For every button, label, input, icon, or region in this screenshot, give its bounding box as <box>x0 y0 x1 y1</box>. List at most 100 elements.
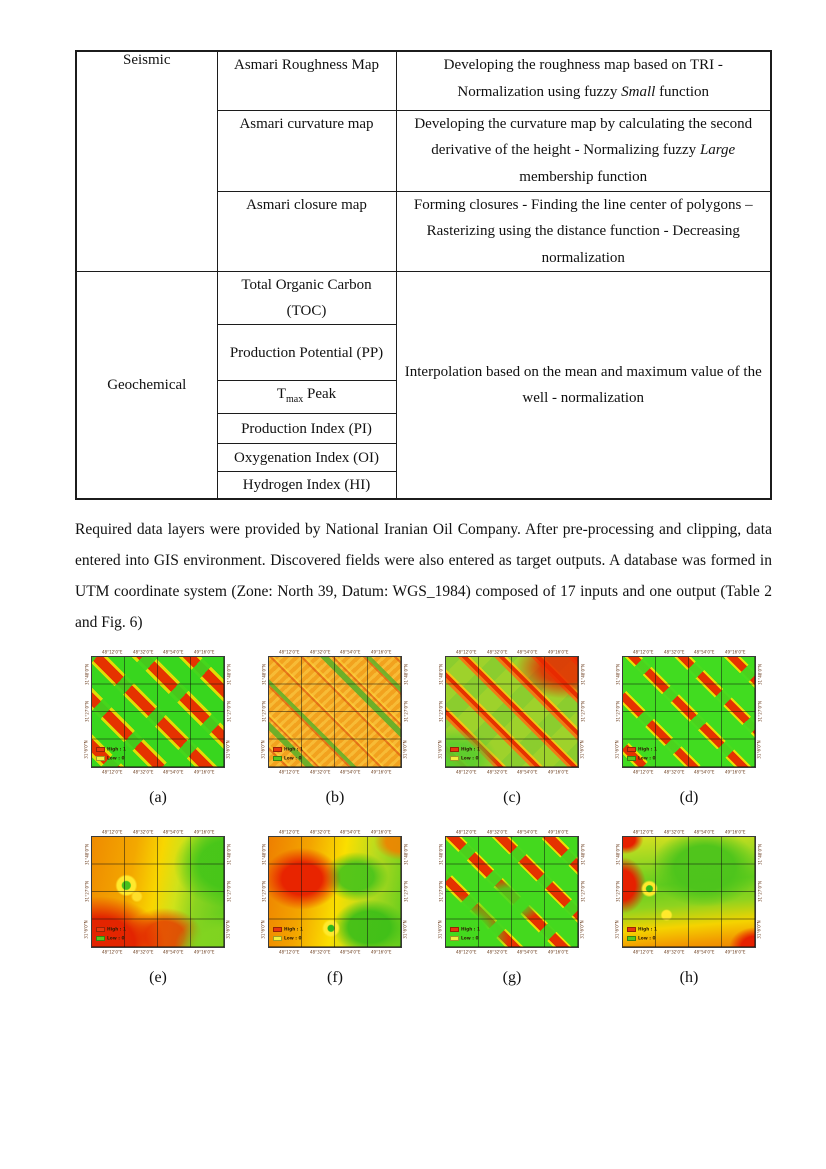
map-cell-d: 48°12'0"E 48°32'0"E 48°54'0"E 49°16'0"E High… <box>614 648 764 807</box>
map-caption-f: (f) <box>327 969 343 986</box>
x-tick-label: 48°54'0"E <box>516 949 538 955</box>
map-cell-h: 48°12'0"E 48°32'0"E 48°54'0"E 49°16'0"E High… <box>614 828 764 987</box>
map-caption-d: (d) <box>679 789 699 806</box>
legend-item: High : 1 <box>96 926 133 933</box>
map-plot-wrap: High : 1 Low : 0 31°48'0"N 31°27'0"N 31°6'0"… <box>437 656 587 768</box>
y-axis-ticks-right: 31°48'0"N 31°27'0"N 31°6'0"N <box>402 836 410 948</box>
y-tick-label: 31°48'0"N <box>226 664 232 686</box>
y-axis-ticks-right: 31°48'0"N 31°27'0"N 31°6'0"N <box>756 656 764 768</box>
y-tick-label: 31°6'0"N <box>757 920 763 939</box>
x-tick-label: 48°32'0"E <box>309 949 331 955</box>
figure-row: 48°12'0"E 48°32'0"E 48°54'0"E 49°16'0"E High… <box>75 828 772 987</box>
map-raster-c: High : 1 Low : 0 <box>445 656 579 768</box>
x-tick-label: 48°12'0"E <box>101 649 123 655</box>
cell-text: Interpolation based on the mean and maxi… <box>404 363 762 407</box>
x-tick-label: 49°16'0"E <box>547 949 569 955</box>
x-axis-ticks-bottom: 48°12'0"E 48°32'0"E 48°54'0"E 49°16'0"E <box>437 948 587 956</box>
x-tick-label: 49°16'0"E <box>370 829 392 835</box>
x-axis-ticks-bottom: 48°12'0"E 48°32'0"E 48°54'0"E 49°16'0"E <box>614 768 764 776</box>
cell-text: Developing the roughness map based on TR… <box>443 57 723 100</box>
map-cell-b: 48°12'0"E 48°32'0"E 48°54'0"E 49°16'0"E High… <box>260 648 410 807</box>
x-tick-label: 48°54'0"E <box>162 829 184 835</box>
x-axis-ticks-bottom: 48°12'0"E 48°32'0"E 48°54'0"E 49°16'0"E <box>83 768 233 776</box>
legend-item: Low : 0 <box>627 755 664 762</box>
legend-item: Low : 0 <box>450 755 487 762</box>
y-tick-label: 31°6'0"N <box>438 740 444 759</box>
y-tick-label: 31°48'0"N <box>84 844 90 866</box>
map-legend: High : 1 Low : 0 <box>450 746 487 762</box>
x-tick-label: 48°32'0"E <box>132 829 154 835</box>
legend-low-swatch <box>273 756 282 761</box>
y-tick-label: 31°27'0"N <box>615 881 621 903</box>
x-axis-ticks-top: 48°12'0"E 48°32'0"E 48°54'0"E 49°16'0"E <box>260 828 410 836</box>
legend-label: High : 1 <box>284 926 304 933</box>
x-tick-label: 48°32'0"E <box>663 949 685 955</box>
x-tick-label: 49°16'0"E <box>370 649 392 655</box>
map-g: 48°12'0"E 48°32'0"E 48°54'0"E 49°16'0"E High… <box>437 828 587 956</box>
y-tick-label: 31°48'0"N <box>438 844 444 866</box>
layer-cell: Production Potential (PP) <box>216 324 397 381</box>
x-tick-label: 49°16'0"E <box>547 829 569 835</box>
x-axis-ticks-bottom: 48°12'0"E 48°32'0"E 48°54'0"E 49°16'0"E <box>260 768 410 776</box>
x-axis-ticks-bottom: 48°12'0"E 48°32'0"E 48°54'0"E 49°16'0"E <box>437 768 587 776</box>
y-tick-label: 31°6'0"N <box>84 740 90 759</box>
legend-item: Low : 0 <box>450 935 487 942</box>
map-raster-a: High : 1 Low : 0 <box>91 656 225 768</box>
map-cell-e: 48°12'0"E 48°32'0"E 48°54'0"E 49°16'0"E High… <box>83 828 233 987</box>
cell-text: Hydrogen Index (HI) <box>242 477 371 493</box>
map-raster-h: High : 1 Low : 0 <box>622 836 756 948</box>
y-axis-ticks-left: 31°48'0"N 31°27'0"N 31°6'0"N <box>260 656 268 768</box>
x-axis-ticks-top: 48°12'0"E 48°32'0"E 48°54'0"E 49°16'0"E <box>83 828 233 836</box>
y-axis-ticks-right: 31°48'0"N 31°27'0"N 31°6'0"N <box>225 836 233 948</box>
map-legend: High : 1 Low : 0 <box>450 926 487 942</box>
legend-label: Low : 0 <box>107 935 125 942</box>
method-cell: Forming closures - Finding the line cent… <box>395 190 772 272</box>
x-axis-ticks-top: 48°12'0"E 48°32'0"E 48°54'0"E 49°16'0"E <box>614 828 764 836</box>
legend-low-swatch <box>627 756 636 761</box>
x-tick-label: 49°16'0"E <box>547 649 569 655</box>
grid-lines <box>623 657 755 767</box>
legend-high-swatch <box>450 747 459 752</box>
x-tick-label: 48°54'0"E <box>339 829 361 835</box>
y-axis-ticks-left: 31°48'0"N 31°27'0"N 31°6'0"N <box>83 836 91 948</box>
x-tick-label: 48°12'0"E <box>455 949 477 955</box>
y-tick-label: 31°27'0"N <box>438 701 444 723</box>
map-legend: High : 1 Low : 0 <box>273 746 310 762</box>
map-d: 48°12'0"E 48°32'0"E 48°54'0"E 49°16'0"E High… <box>614 648 764 776</box>
y-tick-label: 31°27'0"N <box>403 881 409 903</box>
grid-lines <box>92 657 224 767</box>
layer-cell: Total Organic Carbon (TOC) <box>216 271 397 325</box>
cell-text: Asmari closure map <box>246 196 367 213</box>
y-axis-ticks-left: 31°48'0"N 31°27'0"N 31°6'0"N <box>614 836 622 948</box>
map-legend: High : 1 Low : 0 <box>96 926 133 942</box>
x-tick-label: 49°16'0"E <box>193 649 215 655</box>
map-plot-wrap: High : 1 Low : 0 31°48'0"N 31°27'0"N 31°6'0"… <box>83 656 233 768</box>
y-axis-ticks-left: 31°48'0"N 31°27'0"N 31°6'0"N <box>437 836 445 948</box>
y-tick-label: 31°27'0"N <box>757 881 763 903</box>
legend-label: High : 1 <box>638 926 658 933</box>
legend-item: Low : 0 <box>273 935 310 942</box>
legend-high-swatch <box>450 927 459 932</box>
y-axis-ticks-left: 31°48'0"N 31°27'0"N 31°6'0"N <box>614 656 622 768</box>
y-tick-label: 31°48'0"N <box>261 664 267 686</box>
table-row: Asmari closure map Forming closures - Fin… <box>76 190 772 272</box>
method-cell: Interpolation based on the mean and maxi… <box>395 271 772 500</box>
body-paragraph: Required data layers were provided by Na… <box>75 521 772 631</box>
map-plot-wrap: High : 1 Low : 0 31°48'0"N 31°27'0"N 31°6'0"… <box>437 836 587 948</box>
figure-6: 48°12'0"E 48°32'0"E 48°54'0"E 49°16'0"E High… <box>75 648 772 987</box>
map-cell-g: 48°12'0"E 48°32'0"E 48°54'0"E 49°16'0"E High… <box>437 828 587 987</box>
map-raster-e: High : 1 Low : 0 <box>91 836 225 948</box>
map-caption-b: (b) <box>325 789 345 806</box>
x-tick-label: 49°16'0"E <box>370 769 392 775</box>
italic-word: Small <box>621 83 656 100</box>
map-cell-c: 48°12'0"E 48°32'0"E 48°54'0"E 49°16'0"E High… <box>437 648 587 807</box>
x-axis-ticks-bottom: 48°12'0"E 48°32'0"E 48°54'0"E 49°16'0"E <box>614 948 764 956</box>
y-axis-ticks-right: 31°48'0"N 31°27'0"N 31°6'0"N <box>756 836 764 948</box>
x-tick-label: 48°54'0"E <box>339 649 361 655</box>
legend-label: High : 1 <box>107 926 127 933</box>
grid-lines <box>269 657 401 767</box>
cell-text: Forming closures - Finding the line cent… <box>413 196 753 266</box>
x-tick-label: 48°32'0"E <box>132 769 154 775</box>
legend-label: Low : 0 <box>461 935 479 942</box>
cell-text: Total Organic Carbon (TOC) <box>241 277 372 319</box>
